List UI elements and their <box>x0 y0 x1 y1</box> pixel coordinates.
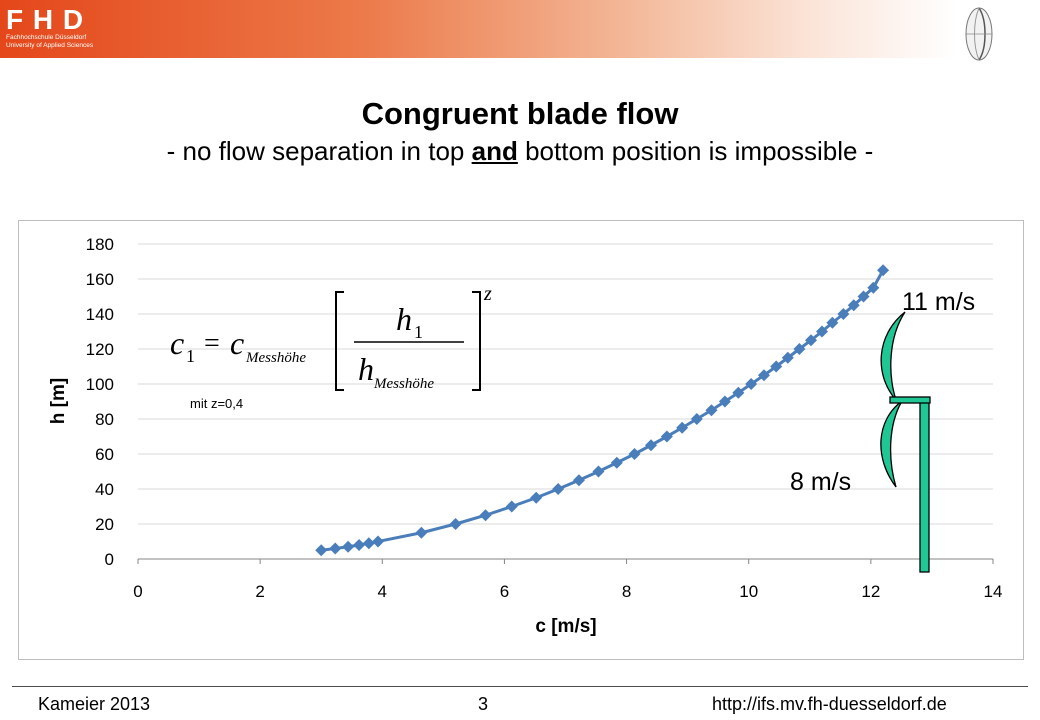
data-point <box>732 386 745 399</box>
chart-ticks: 0 20 40 60 80 100 120 140 160 180 0 2 4 6 8 10 12 14 <box>86 235 1003 601</box>
formula-denominator: h <box>358 351 374 387</box>
data-point <box>676 421 689 434</box>
chart-series <box>315 264 890 557</box>
data-point <box>505 500 518 513</box>
chart-frame <box>18 220 1024 660</box>
logo-text: F H D <box>6 4 85 35</box>
chart-grid <box>137 243 994 564</box>
data-point <box>479 509 492 522</box>
y-tick-label: 140 <box>86 305 114 324</box>
data-point <box>628 448 641 460</box>
data-point <box>362 537 375 550</box>
data-point <box>718 395 731 408</box>
right-bracket <box>472 291 481 391</box>
left-bracket <box>335 291 344 391</box>
data-point <box>660 430 673 443</box>
lower-speed-label: 8 m/s <box>790 468 852 496</box>
formula-numerator: h <box>396 301 412 337</box>
blade-sketch <box>880 311 931 573</box>
data-point <box>837 308 850 320</box>
data-point <box>770 360 783 373</box>
footer-author: Kameier 2013 <box>38 694 151 714</box>
data-point <box>449 518 462 530</box>
y-tick-label: 80 <box>95 410 114 429</box>
data-point <box>690 413 703 425</box>
data-point <box>372 535 385 548</box>
data-point <box>826 316 839 329</box>
y-tick-label: 20 <box>95 515 114 534</box>
y-axis-label: h [m] <box>48 378 69 424</box>
footer-url: http://ifs.mv.fh-duesseldorf.de <box>712 694 947 714</box>
x-tick-label: 0 <box>133 582 142 601</box>
x-tick-label: 10 <box>739 582 758 601</box>
data-point <box>342 540 355 553</box>
data-point <box>572 474 585 487</box>
logo-subtitle-2: University of Applied Sciences <box>6 42 94 49</box>
data-point <box>552 483 565 495</box>
y-tick-label: 160 <box>86 270 114 289</box>
x-tick-label: 4 <box>378 582 387 601</box>
data-point <box>847 299 860 312</box>
lower-blade-shape <box>880 400 903 488</box>
x-tick-label: 2 <box>255 582 264 601</box>
slide-title: Congruent blade flow <box>361 96 679 131</box>
data-point <box>610 456 623 469</box>
blade-arm <box>889 396 931 404</box>
data-point <box>816 325 828 338</box>
blade-shaft <box>919 398 930 573</box>
data-point <box>781 351 794 364</box>
data-point <box>757 369 770 382</box>
x-axis-label: c [m/s] <box>535 616 596 637</box>
data-point <box>877 264 890 277</box>
subtitle-pre: - no flow separation in top <box>166 136 472 166</box>
data-point <box>867 281 880 294</box>
x-tick-label: 8 <box>622 582 631 601</box>
slide-subtitle: - no flow separation in top and bottom p… <box>0 134 1040 168</box>
data-point <box>805 334 818 347</box>
fan-blade-emblem-icon <box>965 7 993 61</box>
formula-rhs: c <box>230 325 244 361</box>
formula-note: mit z=0,4 <box>190 396 244 411</box>
formula-equals: = <box>204 328 220 359</box>
data-point <box>353 539 366 551</box>
formula-exponent: z <box>483 288 492 305</box>
data-point <box>705 404 718 417</box>
x-tick-label: 6 <box>500 582 509 601</box>
upper-speed-label: 11 m/s <box>902 288 976 316</box>
y-tick-label: 120 <box>86 340 114 359</box>
logo-subtitle-1: Fachhochschule Düsseldorf <box>6 34 87 41</box>
header-band <box>0 0 1040 58</box>
formula-denominator-sub: Messhöhe <box>373 376 434 392</box>
formula-lhs-sub: 1 <box>186 346 195 366</box>
data-point <box>415 526 428 539</box>
y-tick-label: 180 <box>86 235 114 254</box>
data-point <box>645 439 657 452</box>
y-tick-label: 40 <box>95 480 114 499</box>
footer-divider <box>12 686 1028 687</box>
formula-lhs: c <box>170 325 184 361</box>
subtitle-post: bottom position is impossible - <box>517 136 874 166</box>
formula-numerator-sub: 1 <box>414 322 423 342</box>
data-point <box>745 378 758 390</box>
footer-page-number: 3 <box>478 694 489 714</box>
subtitle-emphasis: and <box>471 136 518 166</box>
data-point <box>592 465 605 478</box>
power-law-formula: c 1 = c Messhöhe h 1 h Messhöhe z <box>170 288 492 392</box>
data-point <box>315 544 328 557</box>
upper-blade-shape <box>880 311 906 401</box>
fhd-logo: F H D Fachhochschule Düsseldorf Universi… <box>6 6 102 54</box>
x-tick-label: 12 <box>861 582 880 601</box>
x-tick-label: 14 <box>984 582 1003 601</box>
data-point <box>793 343 806 355</box>
data-point <box>530 491 543 504</box>
slide-title-block: Congruent blade flow - no flow separatio… <box>0 94 1040 168</box>
y-tick-label: 60 <box>95 445 114 464</box>
formula-rhs-sub: Messhöhe <box>245 350 306 366</box>
y-tick-label: 100 <box>86 375 114 394</box>
y-tick-label: 0 <box>105 550 114 569</box>
data-point <box>329 542 342 555</box>
data-point <box>857 290 870 303</box>
